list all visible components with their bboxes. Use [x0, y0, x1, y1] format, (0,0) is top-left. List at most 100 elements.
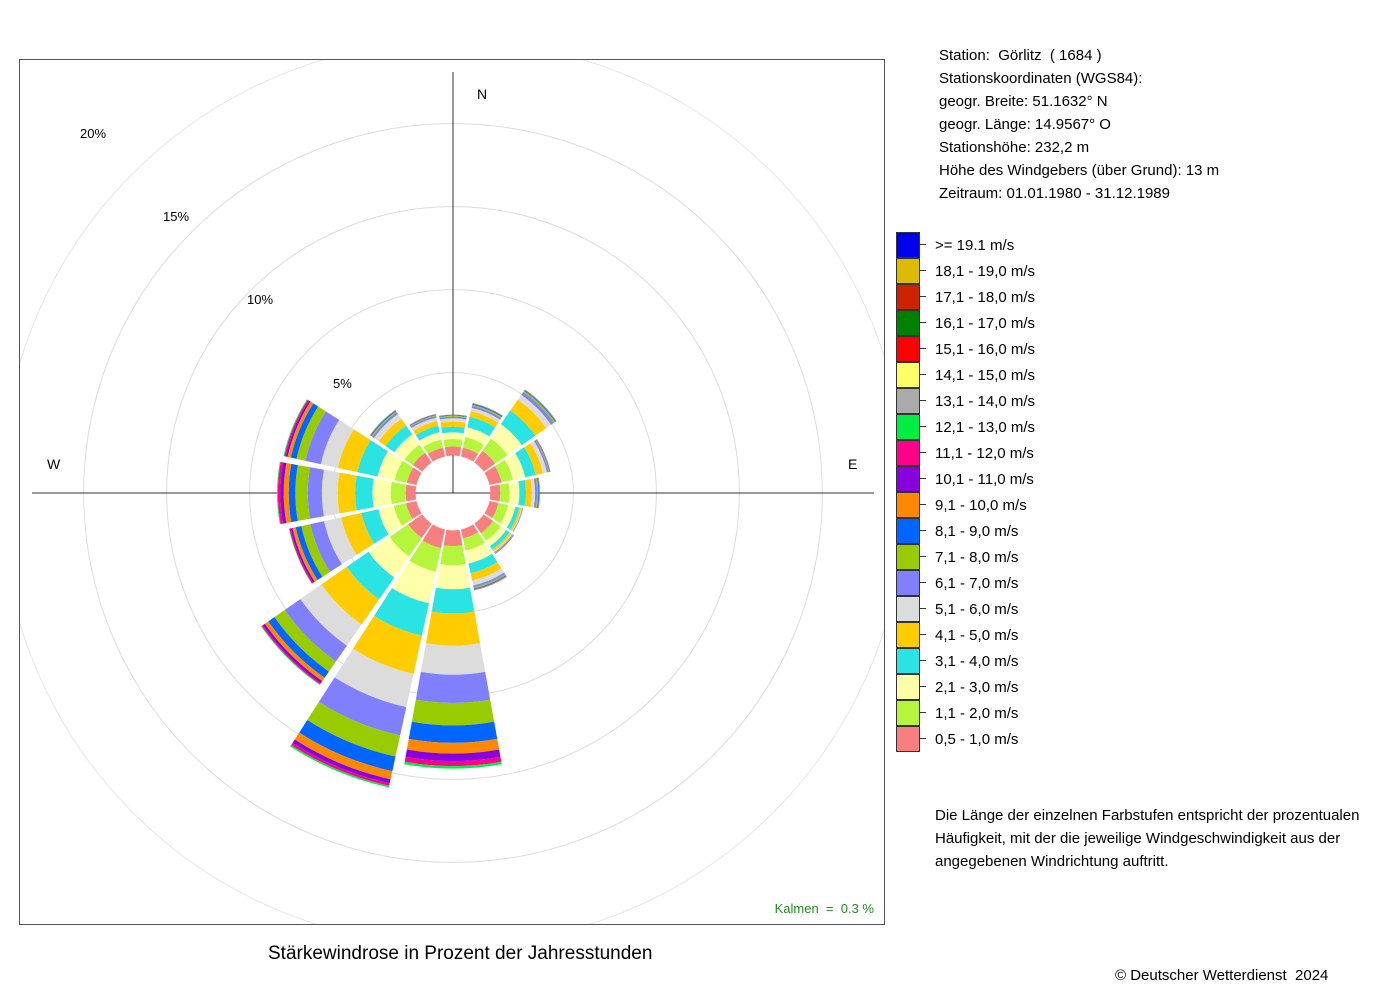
sector-o-class-7 — [533, 478, 538, 508]
sector-wnw-class-1 — [406, 467, 422, 486]
legend-swatch — [896, 310, 920, 336]
sector-nno-class-5 — [469, 411, 499, 428]
sector-oso-class-6 — [511, 507, 523, 532]
sector-o-class-8 — [535, 477, 539, 509]
copyright: © Deutscher Wetterdienst 2024 — [1115, 967, 1329, 984]
sector-sw-class-4 — [346, 551, 395, 600]
sector-nw-class-4 — [385, 425, 413, 453]
sector-no-class-4 — [500, 410, 536, 446]
legend-label: 4,1 - 5,0 m/s — [935, 627, 1019, 644]
legend-tick — [920, 400, 926, 401]
sector-n-class-5 — [440, 421, 466, 428]
sector-nnw-class-4 — [415, 425, 440, 441]
sector-w-class-5 — [337, 472, 357, 514]
sector-sw-class-8 — [274, 610, 336, 672]
station-elevation: Stationshöhe: 232,2 m — [939, 139, 1090, 156]
sector-so-class-4 — [489, 529, 510, 550]
sector-nnw-class-5 — [413, 420, 439, 436]
sector-o-class-1 — [489, 484, 501, 502]
sector-n-class-11 — [439, 414, 467, 417]
sector-o-class-3 — [508, 481, 520, 505]
sector-wsw-class-3 — [378, 505, 403, 535]
sector-w-class-9 — [288, 463, 298, 523]
legend-tick — [920, 244, 926, 245]
sector-nnw-class-2 — [423, 439, 444, 454]
legend-label: 17,1 - 18,0 m/s — [935, 289, 1036, 306]
ring-label-20: 20% — [80, 126, 107, 141]
sector-sso-class-6 — [472, 568, 505, 586]
legend-tick — [920, 504, 926, 505]
sector-nno-class-4 — [467, 416, 496, 437]
legend-swatch — [896, 232, 920, 258]
sector-ssw-class-3 — [392, 560, 436, 604]
chart-title: Stärkewindrose in Prozent der Jahresstun… — [268, 943, 653, 964]
sector-n-class-7 — [439, 416, 467, 420]
sector-nnw-class-3 — [419, 432, 442, 447]
legend-swatch — [896, 440, 920, 466]
sector-wsw-class-4 — [361, 509, 389, 544]
sector-nnw-class-1 — [427, 447, 446, 462]
legend-tick — [920, 582, 926, 583]
sector-wsw-class-7 — [310, 521, 342, 572]
sector-o-class-12 — [538, 477, 540, 509]
sector-so-class-1 — [474, 514, 494, 534]
sector-o-class-4 — [518, 480, 527, 506]
sector-w-class-13 — [277, 461, 281, 525]
sector-wsw-class-12 — [289, 528, 314, 584]
legend-swatch — [896, 648, 920, 674]
sector-ssw-class-5 — [353, 615, 422, 674]
windrose-svg — [20, 60, 884, 924]
legend-tick — [920, 556, 926, 557]
sector-nw-class-3 — [394, 434, 420, 460]
sector-oso-class-7 — [512, 508, 523, 532]
sector-sw-class-9 — [268, 617, 329, 678]
sector-nno-class-9 — [472, 403, 503, 417]
sector-w-class-1 — [405, 484, 417, 502]
sector-ono-class-7 — [534, 440, 549, 473]
sector-o-class-11 — [538, 477, 540, 509]
sector-wnw-class-12 — [284, 399, 309, 457]
legend-label: 9,1 - 10,0 m/s — [935, 497, 1027, 514]
sector-ssw-class-12 — [291, 743, 390, 786]
legend-label: 14,1 - 15,0 m/s — [935, 367, 1036, 384]
explanation-note: Die Länge der einzelnen Farbstufen entsp… — [935, 804, 1359, 873]
legend-label: 2,1 - 3,0 m/s — [935, 679, 1019, 696]
legend-label: 15,1 - 16,0 m/s — [935, 341, 1036, 358]
sector-wnw-class-2 — [394, 460, 414, 483]
legend-label: 13,1 - 14,0 m/s — [935, 393, 1036, 410]
sector-no-class-1 — [474, 450, 496, 472]
windrose-plot: N E W 5% 10% 15% 20% Kalmen = 0.3 % — [19, 59, 885, 925]
sector-s-class-6 — [420, 643, 486, 675]
sector-n-class-8 — [439, 415, 467, 418]
sector-no-class-8 — [523, 390, 556, 423]
sector-w-class-10 — [283, 463, 292, 523]
legend-label: 18,1 - 19,0 m/s — [935, 263, 1036, 280]
sector-n-class-1 — [444, 446, 462, 457]
legend-label: 1,1 - 2,0 m/s — [935, 705, 1019, 722]
station-name: Station: Görlitz ( 1684 ) — [939, 47, 1102, 64]
sector-ssw-class-7 — [318, 677, 407, 736]
sector-ssw-class-6 — [334, 648, 414, 708]
sector-sso-class-4 — [468, 553, 498, 574]
sector-s-class-2 — [440, 545, 466, 566]
sector-s-class-7 — [415, 671, 491, 703]
anemometer-height: Höhe des Windgebers (über Grund): 13 m — [939, 162, 1220, 179]
sector-o-class-5 — [524, 479, 532, 507]
sector-s-class-5 — [425, 611, 481, 646]
sector-s-class-9 — [408, 721, 498, 743]
sector-wsw-class-9 — [295, 526, 323, 580]
sector-ono-class-8 — [535, 439, 550, 473]
sector-nnw-class-6 — [411, 417, 438, 431]
sector-wsw-class-1 — [405, 500, 422, 520]
legend-tick — [920, 634, 926, 635]
sector-nw-class-6 — [373, 413, 402, 442]
sector-sw-class-1 — [408, 514, 432, 538]
sector-sso-class-8 — [473, 574, 506, 589]
sector-oso-class-1 — [484, 500, 499, 519]
sector-sso-class-1 — [460, 524, 479, 539]
sector-wsw-class-6 — [324, 517, 357, 565]
sector-s-class-1 — [443, 529, 463, 547]
sector-so-class-2 — [480, 520, 501, 541]
legend-label: 11,1 - 12,0 m/s — [935, 445, 1034, 462]
legend-tick — [920, 348, 926, 349]
